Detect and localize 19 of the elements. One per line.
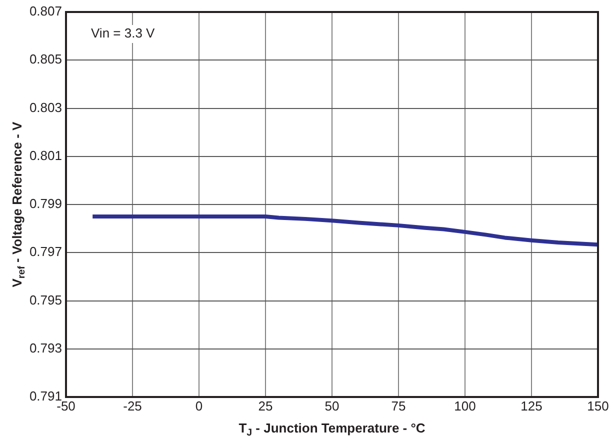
y-tick-label: 0.807 — [29, 4, 62, 19]
y-tick-label: 0.801 — [29, 148, 62, 163]
y-tick-label: 0.805 — [29, 52, 62, 67]
annotation: Vin = 3.3 V — [91, 26, 156, 41]
x-tick-label: 75 — [391, 398, 406, 414]
y-axis-title: Vref - Voltage Reference - V — [10, 121, 28, 288]
y-tick-label: 0.797 — [29, 244, 62, 260]
x-tick-label: 150 — [587, 398, 609, 414]
y-tick-label: 0.799 — [29, 196, 62, 212]
y-tick-label: 0.803 — [29, 100, 62, 115]
x-tick-label: 100 — [454, 398, 476, 414]
x-tick-label: 50 — [324, 398, 340, 414]
y-tick-label: 0.791 — [29, 388, 62, 404]
y-tick-label: 0.793 — [29, 340, 62, 356]
x-tick-label: 0 — [195, 398, 203, 414]
x-tick-label: 125 — [520, 398, 542, 414]
y-tick-label: 0.795 — [29, 292, 62, 308]
x-tick-label: -25 — [123, 398, 142, 414]
x-tick-label: 25 — [258, 398, 273, 414]
